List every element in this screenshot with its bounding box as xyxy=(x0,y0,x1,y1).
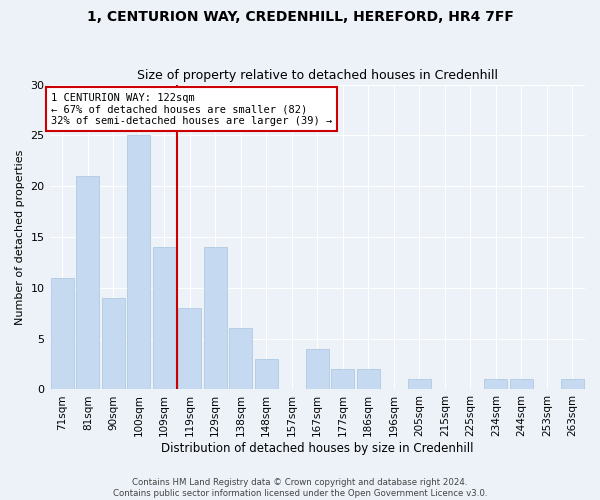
Bar xyxy=(484,380,507,390)
Text: 1 CENTURION WAY: 122sqm
← 67% of detached houses are smaller (82)
32% of semi-de: 1 CENTURION WAY: 122sqm ← 67% of detache… xyxy=(51,92,332,126)
Bar xyxy=(561,380,584,390)
Bar xyxy=(255,359,278,390)
Bar xyxy=(204,247,227,390)
Bar xyxy=(51,278,74,390)
Title: Size of property relative to detached houses in Credenhill: Size of property relative to detached ho… xyxy=(137,69,498,82)
Text: Contains HM Land Registry data © Crown copyright and database right 2024.
Contai: Contains HM Land Registry data © Crown c… xyxy=(113,478,487,498)
Bar xyxy=(331,369,354,390)
Bar xyxy=(178,308,201,390)
Bar xyxy=(127,136,150,390)
Bar xyxy=(153,247,176,390)
Bar xyxy=(306,349,329,390)
Text: 1, CENTURION WAY, CREDENHILL, HEREFORD, HR4 7FF: 1, CENTURION WAY, CREDENHILL, HEREFORD, … xyxy=(86,10,514,24)
Bar xyxy=(510,380,533,390)
Bar xyxy=(229,328,252,390)
Bar xyxy=(408,380,431,390)
Bar xyxy=(76,176,99,390)
Bar xyxy=(357,369,380,390)
X-axis label: Distribution of detached houses by size in Credenhill: Distribution of detached houses by size … xyxy=(161,442,473,455)
Bar xyxy=(102,298,125,390)
Y-axis label: Number of detached properties: Number of detached properties xyxy=(15,150,25,324)
